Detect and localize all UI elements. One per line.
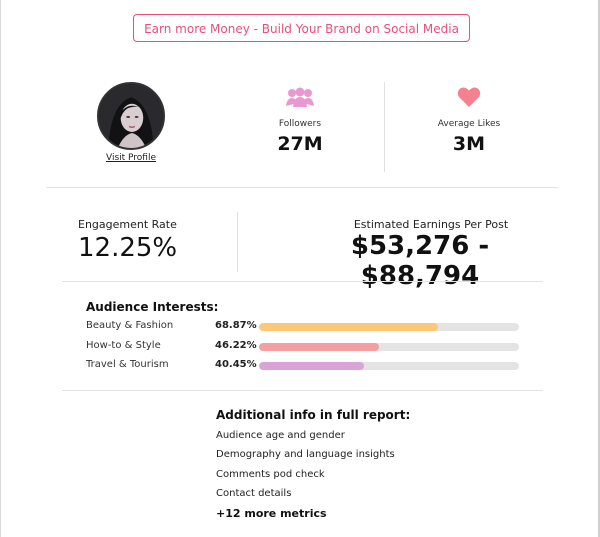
interest-percent: 68.87% bbox=[215, 320, 257, 331]
interest-bar-fill bbox=[259, 343, 380, 351]
interest-name: Travel & Tourism bbox=[86, 359, 169, 370]
interest-percent: 46.22% bbox=[215, 340, 257, 351]
audience-interests-title: Audience Interests: bbox=[86, 300, 219, 314]
stats-divider bbox=[384, 82, 385, 172]
more-metrics-label: +12 more metrics bbox=[216, 507, 327, 520]
interest-name: Beauty & Fashion bbox=[86, 320, 174, 331]
additional-info-title: Additional info in full report: bbox=[216, 408, 411, 422]
followers-label: Followers bbox=[278, 119, 322, 129]
interest-row: Travel & Tourism 40.45% bbox=[86, 359, 526, 375]
visit-profile-link[interactable]: Visit Profile bbox=[105, 153, 157, 163]
section-divider-bottom bbox=[62, 390, 543, 391]
additional-info-item: Comments pod check bbox=[216, 469, 325, 480]
interest-percent: 40.45% bbox=[215, 359, 257, 370]
engagement-rate-label: Engagement Rate bbox=[78, 218, 177, 231]
interest-bar-fill bbox=[259, 362, 365, 370]
interest-bar-track bbox=[259, 362, 519, 370]
left-border bbox=[0, 0, 1, 537]
interest-name: How-to & Style bbox=[86, 340, 161, 351]
section-divider-top bbox=[46, 187, 558, 188]
estimated-earnings-value: $53,276 - $88,794 bbox=[350, 231, 490, 291]
estimated-earnings-label: Estimated Earnings Per Post bbox=[353, 218, 509, 231]
section-divider-middle bbox=[62, 281, 543, 282]
engagement-rate-value: 12.25% bbox=[78, 233, 178, 263]
earn-money-cta-button[interactable]: Earn more Money - Build Your Brand on So… bbox=[133, 14, 470, 42]
followers-value: 27M bbox=[277, 133, 323, 155]
interest-row: How-to & Style 46.22% bbox=[86, 340, 526, 356]
additional-info-item: Audience age and gender bbox=[216, 430, 345, 441]
interest-bar-track bbox=[259, 343, 519, 351]
average-likes-value: 3M bbox=[452, 133, 486, 155]
average-likes-label: Average Likes bbox=[437, 119, 501, 129]
avatar-image bbox=[99, 84, 163, 148]
profile-avatar[interactable] bbox=[97, 82, 165, 150]
right-border bbox=[598, 0, 600, 537]
people-group-icon bbox=[286, 87, 314, 107]
additional-info-item: Demography and language insights bbox=[216, 449, 395, 460]
additional-info-item: Contact details bbox=[216, 488, 292, 499]
interest-row: Beauty & Fashion 68.87% bbox=[86, 320, 526, 336]
heart-icon bbox=[457, 87, 481, 107]
interest-bar-track bbox=[259, 323, 519, 331]
metrics-divider bbox=[237, 212, 238, 272]
interest-bar-fill bbox=[259, 323, 439, 331]
